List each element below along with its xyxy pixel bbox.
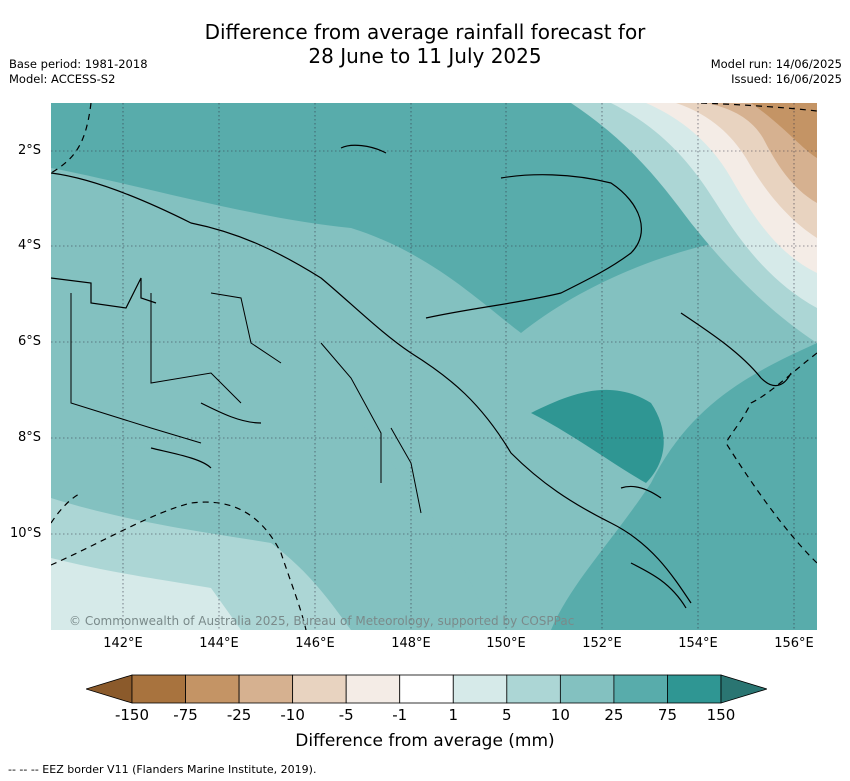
base-period: Base period: 1981-2018 xyxy=(9,57,148,71)
title-line-2: 28 June to 11 July 2025 xyxy=(308,44,542,68)
eez-footnote: -- -- -- EEZ border V11 (Flanders Marine… xyxy=(8,763,317,776)
lat-label-4s: 4°S xyxy=(18,238,42,253)
colorbar-segment xyxy=(345,674,401,704)
colorbar xyxy=(84,674,769,704)
map-canvas xyxy=(51,103,817,630)
colorbar-tick-label: 75 xyxy=(657,706,677,724)
title-line-1: Difference from average rainfall forecas… xyxy=(204,20,646,44)
lon-label-144e: 144°E xyxy=(199,636,239,651)
colorbar-segment xyxy=(399,674,454,704)
colorbar-tick-label: 5 xyxy=(502,706,512,724)
lon-label-152e: 152°E xyxy=(582,636,622,651)
rainfall-map xyxy=(51,103,817,630)
meta-right: Model run: 14/06/2025 Issued: 16/06/2025 xyxy=(711,57,842,87)
lon-label-154e: 154°E xyxy=(678,636,718,651)
lon-label-148e: 148°E xyxy=(391,636,431,651)
eez-borders xyxy=(51,103,817,630)
colorbar-extension-high xyxy=(720,674,769,704)
lat-label-2s: 2°S xyxy=(18,143,42,158)
colorbar-tick-label: 10 xyxy=(550,706,570,724)
colorbar-segment xyxy=(559,674,615,704)
colorbar-tick-label: -1 xyxy=(392,706,408,724)
lon-label-146e: 146°E xyxy=(295,636,335,651)
colorbar-tick-label: -5 xyxy=(338,706,354,724)
lon-label-156e: 156°E xyxy=(774,636,814,651)
zone-1-5 xyxy=(51,558,241,630)
copyright-credit: © Commonwealth of Australia 2025, Bureau… xyxy=(69,614,575,628)
zone-75-150 xyxy=(531,389,664,483)
lon-label-142e: 142°E xyxy=(103,636,143,651)
colorbar-segment xyxy=(131,674,186,704)
meta-left: Base period: 1981-2018 Model: ACCESS-S2 xyxy=(9,57,148,87)
colorbar-segment xyxy=(238,674,294,704)
coastlines xyxy=(51,144,792,609)
colorbar-tick-label: 150 xyxy=(706,706,736,724)
issued-date: Issued: 16/06/2025 xyxy=(731,72,842,86)
colorbar-segment xyxy=(292,674,347,704)
lat-label-10s: 10°S xyxy=(10,526,42,541)
colorbar-segment xyxy=(667,674,722,704)
lat-label-8s: 8°S xyxy=(18,430,42,445)
colorbar-tick-label: -10 xyxy=(280,706,305,724)
colorbar-segment xyxy=(613,674,668,704)
lon-label-150e: 150°E xyxy=(486,636,526,651)
colorbar-extension-low xyxy=(84,674,133,704)
colorbar-segment xyxy=(506,674,561,704)
colorbar-segment xyxy=(185,674,240,704)
model-name: Model: ACCESS-S2 xyxy=(9,72,116,86)
colorbar-tick-label: -75 xyxy=(173,706,198,724)
colorbar-tick-label: 1 xyxy=(448,706,459,724)
province-borders xyxy=(70,292,422,514)
colorbar-title: Difference from average (mm) xyxy=(295,731,555,751)
map-title: Difference from average rainfall forecas… xyxy=(0,20,850,68)
ne-zone-minus25-minus75 xyxy=(751,103,817,158)
colorbar-tick-label: 25 xyxy=(604,706,624,724)
colorbar-tick-label: -150 xyxy=(114,706,150,724)
colorbar-tick-label: -25 xyxy=(226,706,252,724)
colorbar-graphic xyxy=(84,674,769,704)
lat-label-6s: 6°S xyxy=(18,334,42,349)
model-run: Model run: 14/06/2025 xyxy=(710,57,842,71)
colorbar-segment xyxy=(452,674,508,704)
